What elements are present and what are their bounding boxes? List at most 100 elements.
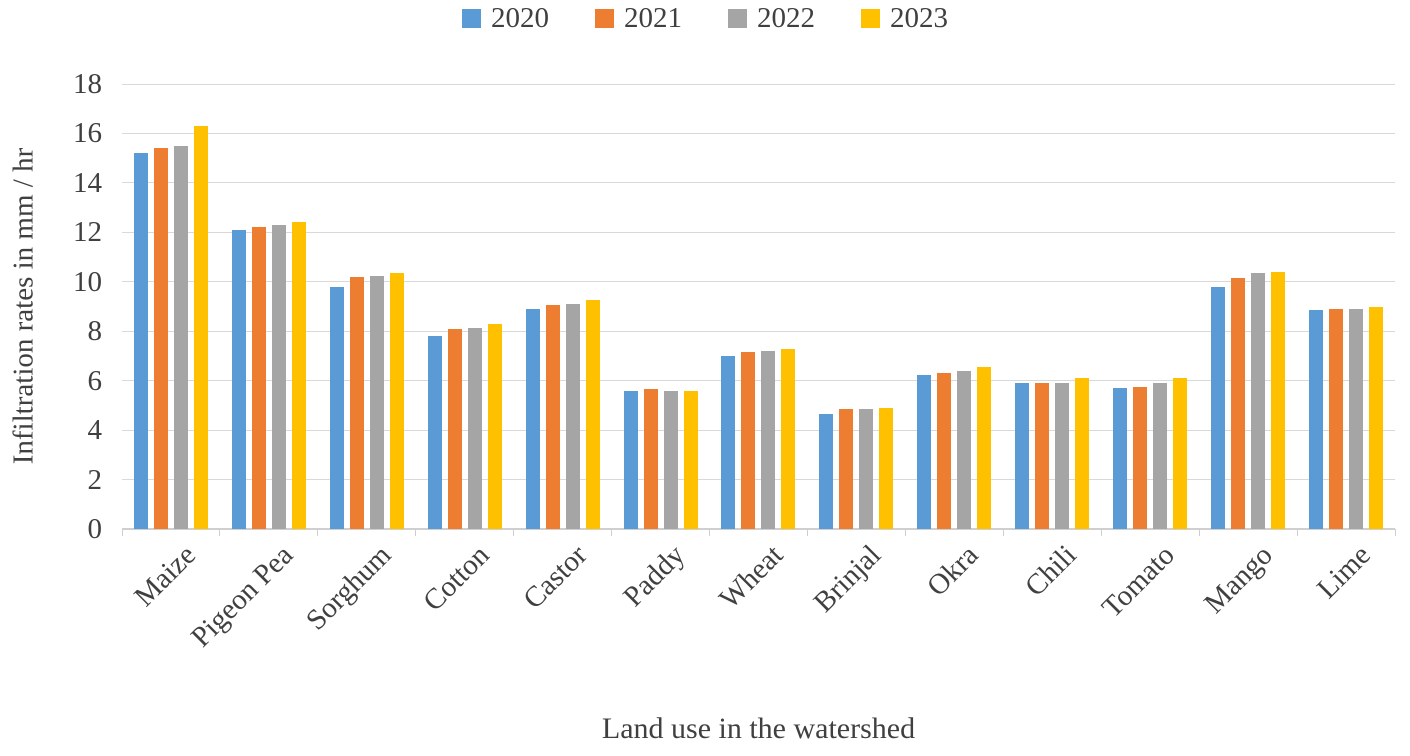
x-axis-tick [1198,529,1200,536]
x-category-label-paddy: Paddy [617,539,692,613]
bar-2020-maize [133,153,148,529]
bar-2023-sorghum [389,273,404,529]
gridline-2 [122,479,1395,481]
y-tick-label-0: 0 [87,513,103,545]
bar-group-chili [1003,84,1101,529]
x-axis-line [122,528,1395,530]
y-tick-label-2: 2 [87,463,103,496]
x-category-label-lime: Lime [1310,539,1377,605]
x-category-label-castor: Castor [517,539,594,616]
bar-group-tomato [1101,84,1199,529]
x-axis-tick [317,529,319,536]
x-category-label-chili: Chili [1019,539,1083,603]
bar-2021-castor [545,305,560,529]
legend-label-2021: 2021 [624,2,682,34]
bar-group-sorghum [318,84,416,529]
bar-group-castor [514,84,612,529]
bar-2020-tomato [1113,388,1128,529]
bar-2021-tomato [1133,386,1148,529]
y-tick-label-12: 12 [73,216,102,249]
bar-2022-cotton [467,327,482,529]
bar-2022-brinjal [859,409,874,529]
y-tick-label-14: 14 [73,166,102,199]
bar-2021-okra [937,373,952,529]
x-axis-tick [1394,529,1396,536]
bar-2023-lime [1369,306,1384,529]
bar-2022-pigeon-pea [271,224,286,529]
legend-swatch-2020 [462,9,481,28]
bar-2021-lime [1329,309,1344,529]
bar-2020-brinjal [819,414,834,529]
bar-2023-tomato [1173,378,1188,529]
bar-2023-maize [193,126,208,529]
chart-legend: 2020 2021 2022 2023 [0,4,1410,33]
bar-group-pigeon-pea [220,84,318,529]
x-axis-tick [1296,529,1298,536]
x-axis-tick [121,529,123,536]
bar-2023-wheat [781,348,796,529]
legend-label-2022: 2022 [757,2,815,34]
x-axis-tick [1100,529,1102,536]
legend-swatch-2021 [595,9,614,28]
bar-2020-lime [1309,310,1324,529]
x-axis-tick [415,529,417,536]
legend-label-2020: 2020 [491,2,549,34]
legend-swatch-2022 [728,9,747,28]
legend-item-2020: 2020 [462,4,549,33]
bar-2022-sorghum [369,275,384,529]
gridline-4 [122,429,1395,431]
x-category-label-cotton: Cotton [416,539,496,618]
x-axis-tick [219,529,221,536]
bar-2023-pigeon-pea [291,222,306,529]
bar-2021-pigeon-pea [251,227,266,529]
bar-2023-brinjal [879,407,894,529]
x-axis-tick [611,529,613,536]
y-tick-label-18: 18 [73,68,102,100]
x-axis-tick [1002,529,1004,536]
bar-2023-mango [1271,271,1286,529]
legend-item-2022: 2022 [728,4,815,33]
bar-group-mango [1199,84,1297,529]
bar-2020-chili [1015,383,1030,529]
bar-group-brinjal [807,84,905,529]
x-axis-tick [709,529,711,536]
bar-2020-wheat [721,355,736,529]
bar-2020-cotton [427,336,442,529]
x-category-label-mango: Mango [1198,539,1279,620]
gridline-18 [122,83,1395,85]
y-tick-label-8: 8 [87,315,103,348]
bar-2022-castor [565,304,580,529]
y-tick-label-10: 10 [73,265,102,298]
x-axis-tick [806,529,808,536]
bar-2021-brinjal [839,409,854,529]
bar-2023-paddy [683,390,698,529]
bar-2021-sorghum [349,276,364,529]
x-category-label-pigeon-pea: Pigeon Pea [185,539,300,654]
x-axis-tick [513,529,515,536]
gridline-10 [122,281,1395,283]
bar-2022-chili [1055,383,1070,529]
bar-2021-cotton [447,328,462,529]
bar-2020-paddy [623,390,638,529]
bar-2023-cotton [487,323,502,529]
bar-group-okra [905,84,1003,529]
bar-2022-okra [957,370,972,529]
bar-group-wheat [710,84,808,529]
gridline-16 [122,132,1395,134]
bar-2020-mango [1211,286,1226,529]
bar-group-lime [1297,84,1395,529]
bar-2020-castor [525,309,540,529]
bar-2020-okra [917,374,932,529]
bar-2022-mango [1251,273,1266,529]
bar-2022-tomato [1153,383,1168,529]
x-category-label-maize: Maize [127,539,202,613]
bar-2020-sorghum [329,286,344,529]
gridline-14 [122,182,1395,184]
x-category-label-okra: Okra [921,539,985,603]
legend-label-2023: 2023 [890,2,948,34]
y-tick-label-6: 6 [87,364,103,397]
bar-2022-lime [1349,309,1364,529]
bar-2021-wheat [741,352,756,529]
bar-group-maize [122,84,220,529]
